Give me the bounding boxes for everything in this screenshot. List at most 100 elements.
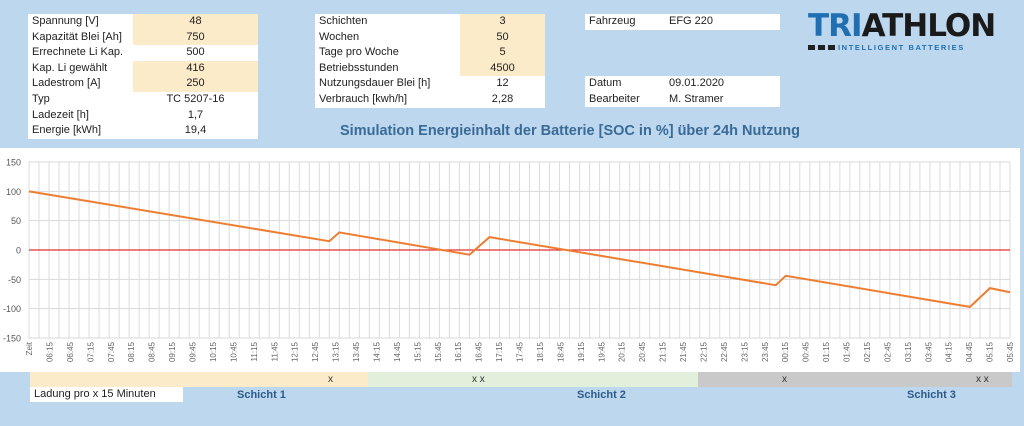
vehicle-box: Fahrzeug EFG 220 xyxy=(585,14,780,30)
y-tick-label: 100 xyxy=(6,187,21,197)
x-tick-label: 19:15 xyxy=(577,341,586,362)
table-row: Errechnete Li Kap. 500 xyxy=(28,45,258,61)
table-row: Typ TC 5207-16 xyxy=(28,92,258,108)
x-tick-label: 13:45 xyxy=(352,341,361,362)
row-label: Errechnete Li Kap. xyxy=(32,46,124,59)
x-tick-label: 07:45 xyxy=(107,341,116,362)
x-tick-label: 16:45 xyxy=(475,341,484,362)
x-tick-label: 13:15 xyxy=(332,341,341,362)
triathlon-logo: TRIATHLON INTELLIGENT BATTERIES xyxy=(808,10,1000,54)
x-tick-label: 15:15 xyxy=(413,341,422,362)
x-tick-label: 09:45 xyxy=(189,341,198,362)
row-label: Typ xyxy=(32,92,50,105)
x-tick-label: 17:15 xyxy=(495,341,504,362)
shift-1-label: Schicht 1 xyxy=(237,389,286,401)
row-label: Kap. Li gewählt xyxy=(32,61,108,74)
x-tick-label: 17:45 xyxy=(516,341,525,362)
x-tick-label: 21:15 xyxy=(659,341,668,362)
x-tick-label: 04:15 xyxy=(945,341,954,362)
logo-rest: ATHLON xyxy=(861,8,997,44)
row-value: 2,28 xyxy=(491,92,514,105)
x-tick-label: 06:15 xyxy=(45,341,54,362)
editor-value: M. Stramer xyxy=(669,92,724,105)
row-label: Tage pro Woche xyxy=(319,46,399,59)
meta-box: Datum 09.01.2020 Bearbeiter M. Stramer xyxy=(585,76,780,108)
x-tick-label: 05:15 xyxy=(986,341,995,362)
row-label: Schichten xyxy=(319,15,368,27)
editor-label: Bearbeiter xyxy=(589,92,640,105)
table-row: Ladestrom [A] 250 xyxy=(28,76,258,92)
table-row: Kap. Li gewählt 416 xyxy=(28,60,258,77)
x-tick-label: 16:15 xyxy=(454,341,463,362)
x-tick-label: 11:45 xyxy=(270,341,279,361)
row-value: 12 xyxy=(496,77,509,90)
x-tick-label: 14:15 xyxy=(372,341,381,362)
x-tick-label: 11:15 xyxy=(250,341,259,361)
date-label: Datum xyxy=(589,77,622,89)
table-row: Energie [kWh] 19,4 xyxy=(28,123,258,139)
row-value: 50 xyxy=(460,29,545,46)
row-value: 416 xyxy=(133,60,258,77)
shift-params-table: Schichten 3 Wochen 50 Tage pro Woche 5 Betrieb… xyxy=(315,14,545,108)
x-tick-label: 15:45 xyxy=(434,341,443,362)
x-tick-label: 06:45 xyxy=(66,341,75,362)
x-tick-label: 05:45 xyxy=(1006,341,1015,362)
x-tick-label: 23:15 xyxy=(740,341,749,362)
table-row: Ladezeit [h] 1,7 xyxy=(28,108,258,124)
y-tick-label: -150 xyxy=(3,334,21,344)
x-tick-label: 19:45 xyxy=(597,341,606,362)
row-value: 19,4 xyxy=(184,124,207,137)
y-tick-label: 50 xyxy=(11,216,21,226)
y-tick-label: -50 xyxy=(8,275,21,285)
x-tick-label: 20:15 xyxy=(618,341,627,362)
logo-tri: TRI xyxy=(808,8,863,44)
x-tick-label: 10:15 xyxy=(209,341,218,362)
y-tick-label: 0 xyxy=(16,246,21,256)
shift-band-1: x xyxy=(30,372,368,387)
series-line-soc xyxy=(28,190,1011,308)
y-tick-label: 150 xyxy=(6,158,21,168)
table-row: Tage pro Woche 5 xyxy=(315,45,545,61)
x-tick-label: 10:45 xyxy=(229,341,238,362)
table-row: Wochen 50 xyxy=(315,29,545,46)
x-tick-label: Zeit xyxy=(25,341,34,355)
table-row: Spannung [V] 48 xyxy=(28,14,258,30)
date-value: 09.01.2020 xyxy=(669,77,725,89)
x-tick-label: 14:45 xyxy=(393,341,402,362)
row-value: 48 xyxy=(133,14,258,30)
row-label: Wochen xyxy=(319,30,360,43)
row-label: Ladestrom [A] xyxy=(32,77,101,90)
x-tick-label: 22:15 xyxy=(699,341,708,362)
x-tick-label: 12:15 xyxy=(291,341,300,362)
x-tick-label: 00:15 xyxy=(781,341,790,362)
soc-chart: 150 100 50 0 -50 -100 -150 Zeit 06:15 06:45 07:15 0… xyxy=(0,148,1020,372)
soc-chart-svg: 150 100 50 0 -50 -100 -150 Zeit 06:15 06:45 07:15 0… xyxy=(3,158,1015,363)
shift-band-2: x x xyxy=(368,372,698,387)
table-row: Kapazität Blei [Ah] 750 xyxy=(28,29,258,46)
row-value: 3 xyxy=(460,14,545,30)
charge-mark: x xyxy=(782,374,787,385)
x-tick-label: 23:45 xyxy=(761,341,770,362)
table-row: Schichten 3 xyxy=(315,14,545,30)
table-row: Verbrauch [kwh/h] 2,28 xyxy=(315,92,545,108)
battery-params-table: Spannung [V] 48 Kapazität Blei [Ah] 750 Erre… xyxy=(28,14,258,139)
row-value: TC 5207-16 xyxy=(166,92,225,105)
x-tick-label: 07:15 xyxy=(86,341,95,362)
x-tick-label: 08:15 xyxy=(127,341,136,362)
vehicle-label: Fahrzeug xyxy=(589,15,636,27)
row-value: 5 xyxy=(460,45,545,61)
x-tick-label: 21:45 xyxy=(679,341,688,362)
row-label: Ladezeit [h] xyxy=(32,108,89,121)
row-value: 4500 xyxy=(460,60,545,77)
row-label: Nutzungsdauer Blei [h] xyxy=(319,77,431,90)
shift-2-label: Schicht 2 xyxy=(577,389,626,401)
chart-title: Simulation Energieinhalt der Batterie [S… xyxy=(340,123,801,139)
x-tick-label: 01:15 xyxy=(822,341,831,362)
x-tick-label: 00:45 xyxy=(802,341,811,362)
vehicle-value: EFG 220 xyxy=(669,15,714,27)
x-tick-label: 04:45 xyxy=(965,341,974,362)
x-tick-label: 02:45 xyxy=(883,341,892,362)
x-tick-label: 18:15 xyxy=(536,341,545,362)
logo-tagline: INTELLIGENT BATTERIES xyxy=(838,43,965,52)
